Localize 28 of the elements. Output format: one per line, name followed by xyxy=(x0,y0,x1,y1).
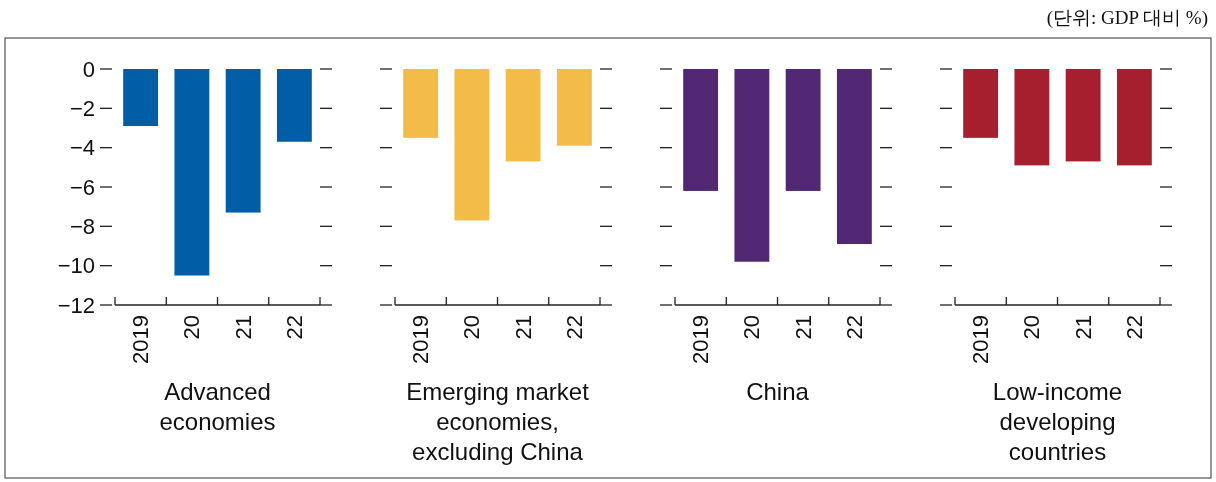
x-axis-title: Emerging market economies, excluding China xyxy=(406,378,590,465)
x-tick-label: 21 xyxy=(230,315,256,340)
text: (단위: GDP 대비 %) xyxy=(1046,7,1208,29)
y-tick-label: −10 xyxy=(57,253,95,279)
y-tick-label: −2 xyxy=(69,95,95,121)
x-tick-label: 2019 xyxy=(968,315,994,364)
y-tick-label: −8 xyxy=(69,213,95,239)
y-tick-label: −6 xyxy=(69,174,95,200)
x-tick-label: 20 xyxy=(459,315,485,340)
x-tick-label: 20 xyxy=(1019,315,1045,340)
x-tick-label: 22 xyxy=(841,315,867,340)
x-tick-label: 22 xyxy=(1121,315,1147,340)
x-tick-label: 20 xyxy=(179,315,205,340)
x-tick-label: 2019 xyxy=(688,315,714,364)
x-tick-label: 21 xyxy=(790,315,816,340)
x-tick-label: 21 xyxy=(510,315,536,340)
x-tick-label: 22 xyxy=(561,315,587,340)
x-tick-label: 22 xyxy=(281,315,307,340)
x-tick-label: 2019 xyxy=(408,315,434,364)
x-tick-label: 21 xyxy=(1070,315,1096,340)
x-tick-label: 20 xyxy=(739,315,765,340)
x-axis-title: Advanced economies xyxy=(159,378,276,435)
y-tick-label: −12 xyxy=(57,292,95,318)
y-tick-label: 0 xyxy=(82,56,95,82)
y-tick-label: −4 xyxy=(69,135,95,161)
x-axis-title: Low-income developing countries xyxy=(992,378,1123,465)
x-tick-label: 2019 xyxy=(128,315,154,364)
x-axis-title: China xyxy=(746,378,810,405)
